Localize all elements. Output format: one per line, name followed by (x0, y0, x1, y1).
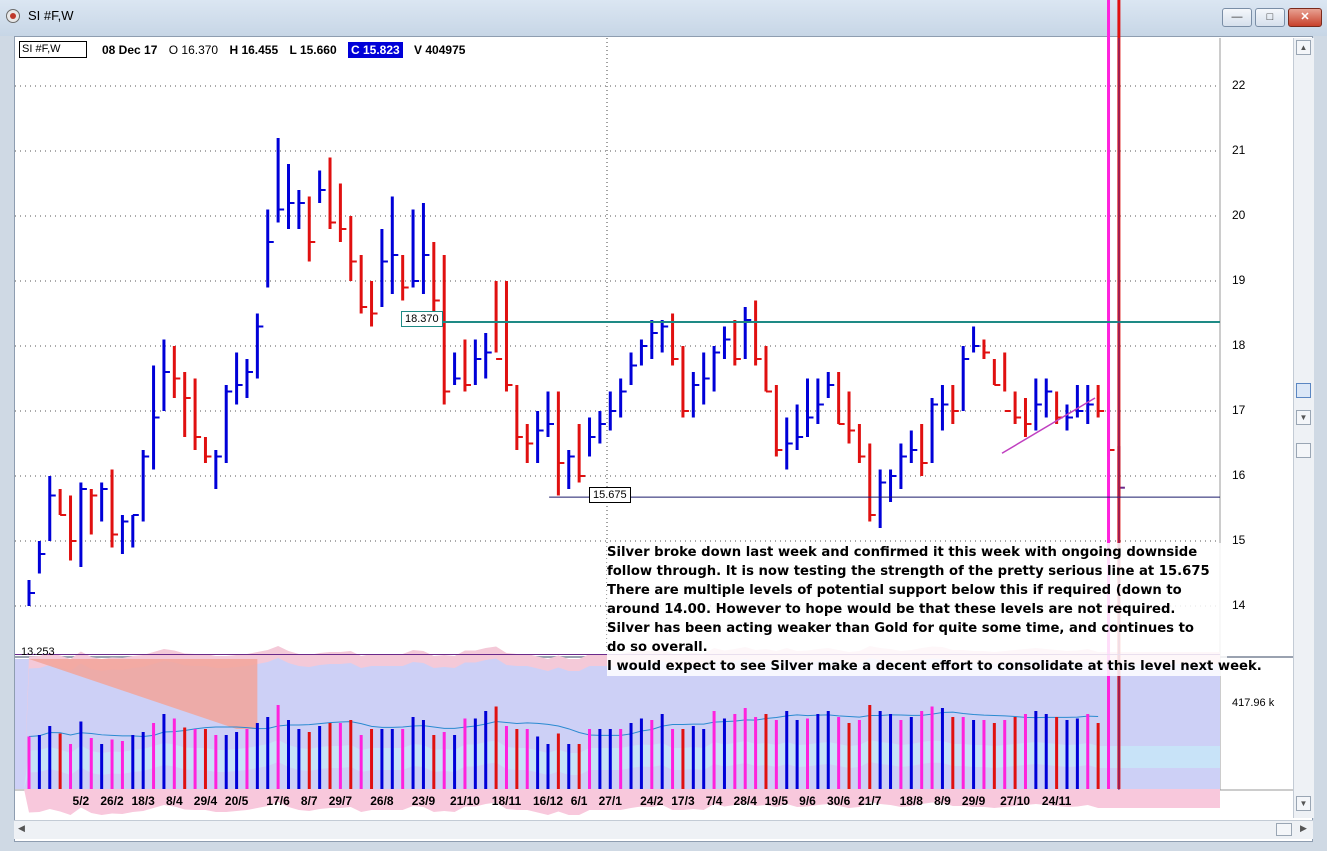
ohlc-readout: 08 Dec 17 O 16.370 H 16.455 L 15.660 C 1… (102, 42, 473, 58)
vertical-scrollbar[interactable]: ▲ ▼ ▼ (1293, 38, 1314, 818)
annotation-line: I would expect to see Silver make a dece… (607, 657, 1262, 676)
low-marker-label: 13.253 (21, 646, 55, 658)
date-tick-label: 8/9 (934, 794, 951, 808)
date-tick-label: 29/4 (193, 794, 218, 808)
resistance-price-label: 18.370 (401, 311, 443, 327)
window-title: SI #F,W (28, 8, 74, 23)
price-tick-label: 20 (1232, 208, 1246, 222)
price-tick-label: 18 (1232, 338, 1246, 352)
annotation-line: Silver has been acting weaker than Gold … (607, 619, 1227, 638)
date-tick-label: 24/2 (640, 794, 664, 808)
date-tick-label: 17/3 (671, 794, 695, 808)
date-tick-label: 27/10 (1000, 794, 1031, 808)
scroll-up-icon[interactable]: ▲ (1296, 40, 1311, 55)
date-tick-label: 27/1 (598, 794, 622, 808)
open-value: O 16.370 (168, 43, 219, 57)
date-tick-label: 7/4 (705, 794, 723, 808)
annotation-line: Silver broke down last week and confirme… (607, 543, 1227, 562)
date-tick-label: 29/7 (328, 794, 353, 808)
price-tick-label: 21 (1232, 143, 1246, 157)
close-button[interactable]: ✕ (1288, 8, 1322, 27)
volume-scale-label: 417.96 k (1232, 697, 1275, 709)
close-value: C 15.823 (348, 42, 403, 58)
chart-annotation: Silver broke down last week and confirme… (607, 543, 1262, 676)
date-tick-label: 17/6 (266, 794, 290, 808)
date-tick-label: 26/8 (370, 794, 394, 808)
volume-band-high (15, 659, 258, 729)
date-tick-label: 6/1 (570, 794, 588, 808)
low-value: L 15.660 (289, 43, 337, 57)
volume-average-line (28, 711, 1099, 738)
date-tick-label: 21/10 (449, 794, 480, 808)
date-tick-label: 9/6 (799, 794, 816, 808)
zoom-down-icon[interactable]: ▼ (1296, 410, 1311, 425)
scroll-down-icon[interactable]: ▼ (1296, 796, 1311, 811)
date-tick-label: 21/7 (858, 794, 882, 808)
support-price-label: 15.675 (589, 487, 631, 503)
date-tick-label: 23/9 (411, 794, 436, 808)
annotation-line: follow through. It is now testing the st… (607, 562, 1227, 581)
bar-date: 08 Dec 17 (102, 43, 158, 57)
title-bar: SI #F,W — □ ✕ (0, 0, 1327, 36)
minimize-button[interactable]: — (1222, 8, 1252, 27)
trend-line (1001, 397, 1096, 454)
volume-value: V 404975 (414, 43, 466, 57)
date-tick-label: 5/2 (72, 794, 90, 808)
price-tick-label: 17 (1232, 403, 1246, 417)
price-tick-label: 14 (1232, 598, 1246, 612)
app-icon[interactable] (6, 9, 20, 23)
price-tick-label: 19 (1232, 273, 1246, 287)
scale-button[interactable] (1296, 443, 1311, 458)
date-tick-label: 18/8 (899, 794, 923, 808)
date-tick-label: 19/5 (764, 794, 789, 808)
zoom-in-button[interactable] (1296, 383, 1311, 398)
date-tick-label: 28/4 (733, 794, 757, 808)
date-tick-label: 29/9 (961, 794, 986, 808)
price-tick-label: 15 (1232, 533, 1246, 547)
price-tick-label: 22 (1232, 78, 1246, 92)
annotation-line: There are multiple levels of potential s… (607, 581, 1227, 600)
price-tick-label: 16 (1232, 468, 1246, 482)
high-value: H 16.455 (229, 43, 279, 57)
scroll-right-icon[interactable]: ▶ (1300, 823, 1307, 833)
maximize-button[interactable]: □ (1255, 8, 1285, 27)
scroll-left-icon[interactable]: ◀ (18, 823, 25, 833)
date-tick-label: 24/11 (1041, 794, 1072, 808)
date-tick-label: 20/5 (224, 794, 249, 808)
date-tick-label: 30/6 (826, 794, 851, 808)
date-tick-label: 16/12 (532, 794, 564, 808)
annotation-line: do so overall. (607, 638, 1227, 657)
symbol-field[interactable]: SI #F,W (19, 41, 87, 58)
scroll-thumb[interactable] (1276, 823, 1292, 836)
date-tick-label: 18/3 (131, 794, 155, 808)
date-tick-label: 8/4 (165, 794, 183, 808)
horizontal-scrollbar[interactable]: ◀ ▶ (14, 820, 1313, 839)
volume-band-lower (24, 789, 1220, 815)
date-tick-label: 8/7 (300, 794, 318, 808)
date-tick-label: 26/2 (100, 794, 124, 808)
annotation-line: around 14.00. However to hope would be t… (607, 600, 1227, 619)
date-tick-label: 18/11 (491, 794, 522, 808)
